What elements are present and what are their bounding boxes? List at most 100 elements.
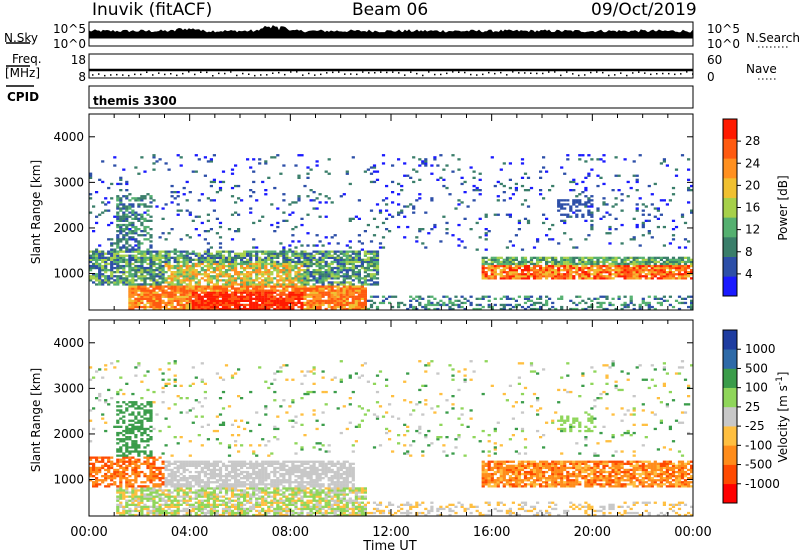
- range-gate-cell: [143, 440, 147, 443]
- range-gate-cell: [542, 303, 546, 307]
- range-gate-cell: [209, 199, 213, 202]
- range-gate-cell: [315, 269, 319, 272]
- range-gate-cell: [267, 303, 271, 307]
- range-gate-cell: [167, 362, 171, 365]
- range-gate-cell: [203, 156, 207, 159]
- range-gate-cell: [674, 273, 679, 276]
- range-gate-cell: [273, 264, 277, 268]
- range-gate-cell: [569, 189, 573, 192]
- range-gate-cell: [575, 295, 579, 298]
- range-gate-cell: [152, 466, 156, 470]
- nave-dot: [632, 72, 634, 74]
- range-gate-cell: [140, 215, 144, 218]
- range-gate-cell: [611, 258, 615, 261]
- range-gate-cell: [161, 511, 165, 515]
- range-gate-cell: [92, 427, 96, 431]
- range-gate-cell: [291, 293, 295, 296]
- range-gate-cell: [122, 260, 126, 264]
- range-gate-cell: [116, 262, 120, 266]
- range-gate-cell: [315, 234, 319, 237]
- range-gate-cell: [632, 258, 636, 261]
- range-gate-cell: [212, 180, 216, 184]
- range-gate-cell: [285, 254, 289, 257]
- range-gate-cell: [279, 277, 283, 280]
- range-gate-cell: [336, 271, 340, 274]
- range-gate-cell: [523, 273, 528, 276]
- range-gate-cell: [221, 301, 226, 305]
- range-gate-cell: [490, 260, 494, 264]
- range-gate-cell: [282, 285, 286, 288]
- range-gate-cell: [680, 297, 685, 300]
- range-gate-cell: [197, 260, 201, 264]
- nave-tick-high: 60: [707, 53, 722, 67]
- nave-dot: [410, 71, 412, 73]
- range-gate-cell: [282, 248, 286, 251]
- range-gate-cell: [560, 207, 564, 210]
- range-gate-cell: [578, 193, 582, 196]
- range-gate-cell: [366, 269, 370, 272]
- range-gate-cell: [125, 429, 129, 433]
- range-gate-cell: [113, 271, 117, 274]
- range-gate-cell: [128, 262, 132, 266]
- range-gate-cell: [224, 287, 229, 290]
- range-gate-cell: [149, 273, 153, 276]
- range-gate-cell: [508, 266, 512, 270]
- range-gate-cell: [291, 281, 295, 284]
- range-gate-cell: [158, 307, 162, 310]
- range-gate-cell: [243, 307, 247, 310]
- range-gate-cell: [104, 477, 108, 480]
- range-gate-cell: [215, 287, 219, 290]
- nave-dot: [314, 74, 316, 76]
- range-gate-cell: [185, 254, 189, 257]
- range-gate-cell: [149, 201, 153, 204]
- range-gate-cell: [209, 184, 213, 188]
- range-gate-cell: [170, 297, 174, 300]
- range-gate-cell: [569, 275, 573, 278]
- range-gate-cell: [285, 219, 289, 222]
- range-gate-cell: [403, 303, 407, 307]
- range-gate-cell: [605, 258, 609, 261]
- range-gate-cell: [185, 289, 189, 292]
- range-gate-cell: [176, 503, 180, 506]
- range-gate-cell: [288, 299, 292, 302]
- range-gate-cell: [149, 464, 153, 467]
- range-gate-cell: [170, 505, 174, 508]
- range-gate-cell: [294, 264, 298, 268]
- range-gate-cell: [131, 456, 135, 459]
- range-gate-cell: [128, 211, 132, 214]
- range-gate-cell: [300, 223, 304, 227]
- range-gate-cell: [508, 240, 512, 243]
- range-gate-cell: [532, 277, 537, 280]
- range-gate-cell: [146, 293, 150, 296]
- range-gate-cell: [134, 250, 138, 253]
- range-gate-cell: [131, 254, 135, 257]
- range-gate-cell: [158, 303, 162, 307]
- range-gate-cell: [360, 277, 364, 280]
- range-gate-cell: [249, 166, 253, 169]
- range-gate-cell: [324, 277, 328, 280]
- range-gate-cell: [629, 260, 633, 264]
- range-gate-cell: [119, 481, 123, 484]
- range-gate-cell: [608, 256, 612, 259]
- range-gate-cell: [197, 215, 201, 218]
- range-gate-cell: [158, 281, 162, 284]
- range-gate-cell: [116, 230, 120, 233]
- range-gate-cell: [164, 271, 168, 274]
- range-gate-cell: [173, 307, 177, 310]
- range-gate-cell: [276, 271, 280, 274]
- range-gate-cell: [372, 234, 377, 237]
- range-gate-cell: [152, 258, 156, 261]
- range-gate-cell: [152, 501, 156, 504]
- range-gate-cell: [560, 256, 564, 259]
- range-gate-cell: [457, 238, 461, 241]
- range-gate-cell: [143, 452, 147, 455]
- range-gate-cell: [176, 203, 180, 206]
- range-gate-cell: [131, 221, 135, 225]
- range-gate-cell: [155, 250, 159, 253]
- range-gate-cell: [89, 468, 93, 472]
- nave-dot: [590, 71, 592, 74]
- range-gate-cell: [137, 197, 141, 200]
- range-gate-cell: [484, 262, 488, 266]
- range-gate-cell: [146, 513, 150, 516]
- range-gate-cell: [164, 293, 168, 296]
